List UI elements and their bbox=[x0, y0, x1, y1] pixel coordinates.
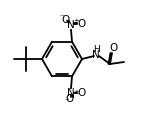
Text: +: + bbox=[73, 18, 79, 24]
Text: O: O bbox=[66, 94, 74, 104]
Text: ⁻: ⁻ bbox=[65, 97, 69, 106]
Text: O: O bbox=[77, 19, 85, 29]
Text: ⁻: ⁻ bbox=[60, 13, 64, 22]
Text: O: O bbox=[62, 15, 70, 25]
Text: N: N bbox=[67, 88, 75, 98]
Text: ±: ± bbox=[73, 89, 79, 95]
Text: O: O bbox=[109, 43, 117, 53]
Text: H: H bbox=[93, 46, 100, 55]
Text: N: N bbox=[92, 50, 100, 60]
Text: O: O bbox=[77, 88, 85, 98]
Text: N: N bbox=[67, 20, 75, 30]
